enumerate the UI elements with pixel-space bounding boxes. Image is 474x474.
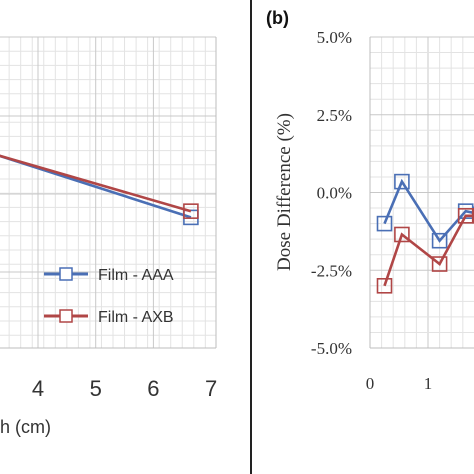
legend-item-film-axb: Film - AXB [44, 309, 174, 326]
data-point [376, 277, 393, 294]
panel-b-grid [369, 36, 474, 349]
data-point [431, 256, 448, 272]
panel-a-grid [0, 36, 217, 349]
series-line-1 [383, 178, 474, 243]
panel-b-y-axis-title: Dose Difference (%) [274, 113, 295, 271]
panel-a-legend: Film - AAA Film - AXB [44, 267, 174, 326]
y-tick-label: -2.5% [311, 261, 352, 280]
x-tick-label: 6 [147, 376, 159, 401]
legend-item-film-aaa: Film - AAA [44, 267, 174, 284]
legend-label-film-axb: Film - AXB [98, 309, 174, 326]
data-point [472, 208, 474, 224]
data-point [394, 226, 410, 243]
panel-a-x-ticks: 4 5 6 7 [32, 376, 217, 401]
panel-b-y-ticks: 5.0% 2.5% 0.0% -2.5% -5.0% [311, 28, 352, 358]
x-tick-label: 7 [205, 376, 217, 401]
data-point [376, 215, 393, 232]
panel-a: 4 5 6 7 h (cm) Film - AAA Film - AXB [0, 36, 217, 437]
x-tick-label: 4 [32, 376, 44, 401]
y-tick-label: 0.0% [317, 184, 352, 203]
panel-b-series [376, 173, 474, 294]
data-point [183, 203, 199, 219]
series-line-2 [383, 214, 474, 287]
data-point [431, 232, 448, 249]
panel-a-x-axis-title: h (cm) [0, 417, 51, 437]
legend-label-film-aaa: Film - AAA [98, 267, 174, 284]
x-tick-label: 1 [424, 374, 433, 393]
y-tick-label: 5.0% [317, 28, 352, 47]
series-line-film-axb [0, 154, 192, 213]
data-point [394, 173, 410, 190]
legend-marker-film-axb [59, 309, 73, 323]
y-tick-label: 2.5% [317, 106, 352, 125]
x-tick-label: 5 [90, 376, 102, 401]
x-tick-label: 0 [366, 374, 375, 393]
panel-a-series [0, 154, 199, 226]
y-tick-label: -5.0% [311, 339, 352, 358]
panel-b-label: (b) [266, 8, 289, 28]
legend-marker-film-aaa [59, 267, 73, 281]
